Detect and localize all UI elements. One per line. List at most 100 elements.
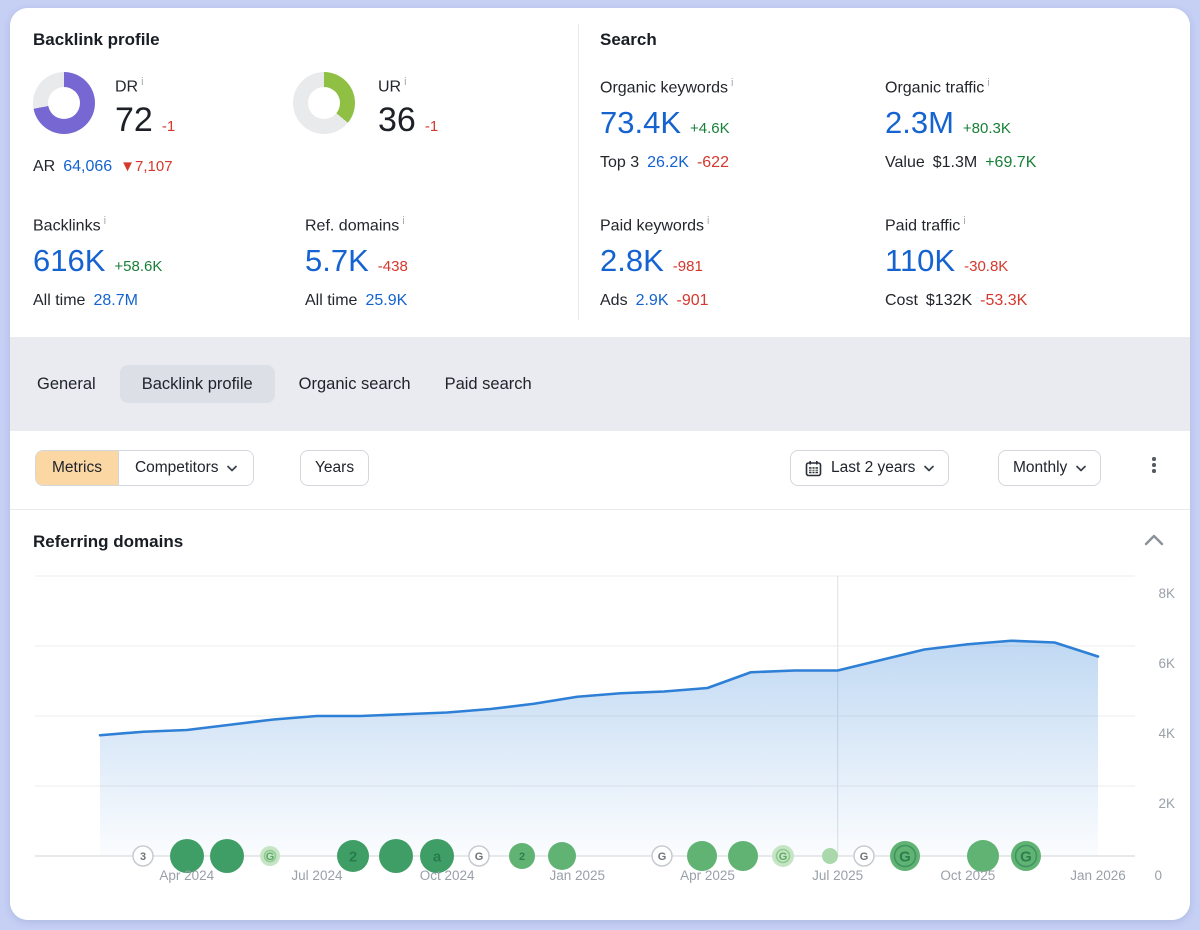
granularity-button[interactable]: Monthly <box>998 450 1102 486</box>
ref-domains-alltime-value[interactable]: 25.9K <box>365 292 408 310</box>
paid-traffic-stat: Paid traffic i 110K -30.8K Cost $132K -53.3K <box>885 210 1145 310</box>
tab-organic-search[interactable]: Organic search <box>298 374 411 393</box>
organic-traffic-delta: +80.3K <box>962 120 1011 138</box>
ar-value[interactable]: 64,066 <box>63 158 113 175</box>
section-divider <box>578 24 579 320</box>
competitors-button[interactable]: Competitors <box>117 451 253 485</box>
chevron-down-icon <box>1076 465 1087 471</box>
ref-domains-alltime-label: All time <box>305 292 358 310</box>
more-options-kebab-icon[interactable] <box>1146 457 1162 481</box>
cost-label: Cost <box>885 292 918 310</box>
svg-text:2: 2 <box>349 848 357 865</box>
info-icon[interactable]: i <box>987 77 990 89</box>
paid-keywords-stat: Paid keywords i 2.8K -981 Ads 2.9K -901 <box>600 210 860 310</box>
svg-text:Jul 2025: Jul 2025 <box>812 868 863 883</box>
svg-text:Oct 2024: Oct 2024 <box>420 868 475 883</box>
svg-text:4K: 4K <box>1158 726 1175 741</box>
organic-traffic-value[interactable]: 2.3M <box>885 105 954 141</box>
referring-domains-chart[interactable]: 2K 4K 6K 8K 3 G 2 a G 2 G G G G G Apr 2024 Jul 2024 Oct 2… <box>30 568 1180 908</box>
svg-text:a: a <box>433 848 442 865</box>
dr-donut-chart <box>33 72 95 134</box>
ads-label: Ads <box>600 292 628 310</box>
ar-row: AR 64,066 ▼7,107 <box>33 158 173 176</box>
info-icon[interactable]: i <box>103 215 107 227</box>
svg-text:Jan 2026: Jan 2026 <box>1070 868 1126 883</box>
svg-text:G: G <box>266 851 275 863</box>
date-range-button[interactable]: Last 2 years <box>790 450 950 486</box>
date-range-label: Last 2 years <box>831 459 916 476</box>
backlinks-value[interactable]: 616K <box>33 243 106 279</box>
years-button[interactable]: Years <box>300 450 370 486</box>
chart-toolbar: Metrics Competitors Years Last 2 years M… <box>10 431 1190 510</box>
collapse-chevron-up-icon[interactable] <box>1144 532 1164 548</box>
dr-metric: DR i 72 -1 <box>115 72 175 147</box>
backlink-profile-title: Backlink profile <box>33 30 160 49</box>
svg-text:0: 0 <box>1154 868 1162 883</box>
svg-text:3: 3 <box>140 851 146 863</box>
ur-value: 36 <box>378 101 416 140</box>
ref-domains-label: Ref. domains <box>305 217 400 235</box>
paid-traffic-label: Paid traffic <box>885 217 961 235</box>
svg-text:Jan 2025: Jan 2025 <box>550 868 606 883</box>
traffic-value-label: Value <box>885 154 925 172</box>
ur-donut-chart <box>293 72 355 134</box>
info-icon[interactable]: i <box>402 215 405 227</box>
paid-traffic-value[interactable]: 110K <box>885 243 956 279</box>
traffic-value-amount: $1.3M <box>932 154 978 172</box>
ur-metric: UR i 36 -1 <box>378 72 438 147</box>
backlinks-label: Backlinks <box>33 217 101 235</box>
organic-keywords-value[interactable]: 73.4K <box>600 105 682 141</box>
organic-keywords-stat: Organic keywords i 73.4K +4.6K Top 3 26.2K -… <box>600 72 860 172</box>
svg-text:G: G <box>1020 848 1032 865</box>
chevron-down-icon <box>924 465 935 471</box>
tab-paid-search[interactable]: Paid search <box>444 374 532 393</box>
competitors-label: Competitors <box>134 459 219 476</box>
ref-domains-value[interactable]: 5.7K <box>305 243 369 279</box>
organic-traffic-label: Organic traffic <box>885 79 985 97</box>
info-icon[interactable]: i <box>141 76 144 88</box>
ar-label: AR <box>33 158 56 175</box>
info-icon[interactable]: i <box>404 76 407 88</box>
backlinks-stat: Backlinks i 616K +58.6K All time 28.7M <box>33 210 293 310</box>
cost-delta: -53.3K <box>980 292 1028 310</box>
dashboard-card: Backlink profile Search DR i 72 -1 UR i 36-… <box>10 8 1190 920</box>
top3-label: Top 3 <box>600 154 640 172</box>
traffic-value-delta: +69.7K <box>985 154 1037 172</box>
stats-panel: Backlink profile Search DR i 72 -1 UR i 36-… <box>10 8 1190 337</box>
info-icon[interactable]: i <box>707 215 710 227</box>
backlinks-alltime-label: All time <box>33 292 86 310</box>
svg-text:G: G <box>860 851 869 863</box>
ads-value[interactable]: 2.9K <box>635 292 669 310</box>
years-label: Years <box>315 459 355 476</box>
top3-value[interactable]: 26.2K <box>647 154 689 172</box>
paid-keywords-value[interactable]: 2.8K <box>600 243 664 279</box>
svg-text:Apr 2025: Apr 2025 <box>680 868 735 883</box>
organic-keywords-label: Organic keywords <box>600 79 729 97</box>
tab-general[interactable]: General <box>37 374 96 393</box>
organic-traffic-stat: Organic traffic i 2.3M +80.3K Value $1.3M +6… <box>885 72 1145 172</box>
paid-keywords-label: Paid keywords <box>600 217 705 235</box>
top3-delta: -622 <box>696 154 729 172</box>
ur-label: UR <box>378 78 402 96</box>
svg-text:2: 2 <box>519 851 525 863</box>
svg-text:6K: 6K <box>1158 656 1175 671</box>
ref-domains-delta: -438 <box>377 258 408 276</box>
paid-traffic-delta: -30.8K <box>964 258 1009 276</box>
svg-text:Apr 2024: Apr 2024 <box>159 868 214 883</box>
referring-domains-section: Referring domains 2K 4K 6K 8K 3 G 2 a G 2 G G G G G Apr… <box>10 510 1190 920</box>
svg-text:G: G <box>899 848 911 865</box>
metrics-label: Metrics <box>52 459 102 476</box>
metrics-button[interactable]: Metrics <box>36 451 118 485</box>
ur-delta: -1 <box>424 118 439 136</box>
info-icon[interactable]: i <box>731 77 734 89</box>
info-icon[interactable]: i <box>963 215 966 227</box>
tab-backlink-profile[interactable]: Backlink profile <box>119 365 275 403</box>
metrics-competitors-group: Metrics Competitors <box>35 450 254 486</box>
search-title: Search <box>600 30 657 49</box>
svg-text:G: G <box>658 851 667 863</box>
granularity-label: Monthly <box>1013 459 1068 476</box>
backlinks-alltime-value[interactable]: 28.7M <box>93 292 138 310</box>
dr-value: 72 <box>115 101 153 140</box>
paid-keywords-delta: -981 <box>672 258 703 276</box>
svg-text:8K: 8K <box>1158 586 1175 601</box>
